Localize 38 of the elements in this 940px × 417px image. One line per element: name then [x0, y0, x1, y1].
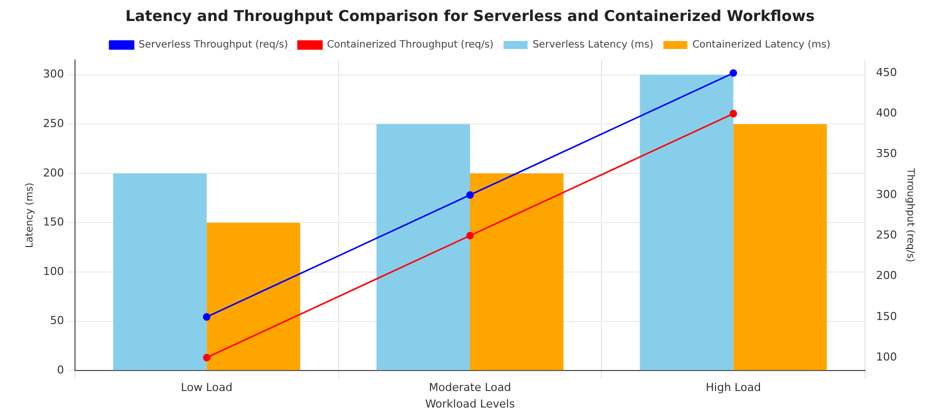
- y-tick-label: 0: [56, 363, 64, 376]
- y2-tick-label: 100: [876, 350, 898, 364]
- legend-label: Containerized Latency (ms): [692, 40, 830, 51]
- y2-tick-label: 450: [876, 66, 898, 79]
- y2-tick-label: 250: [876, 228, 898, 242]
- y2-axis-title: Throughput (req/s): [904, 167, 916, 262]
- point: [202, 354, 210, 362]
- legend-label: Serverless Throughput (req/s): [138, 40, 288, 51]
- x-tick-label: High Load: [706, 381, 761, 394]
- y-tick-label: 50: [50, 314, 64, 328]
- legend-label: Containerized Throughput (req/s): [326, 40, 494, 51]
- y-tick-label: 200: [42, 166, 64, 180]
- legend-label: Serverless Latency (ms): [532, 40, 654, 51]
- y-tick-label: 150: [42, 216, 64, 229]
- y2-tick-label: 150: [876, 310, 898, 323]
- y-tick-label: 300: [42, 68, 64, 81]
- chart-title: Latency and Throughput Comparison for Serverless and Containerized Workflows: [125, 6, 815, 25]
- point: [730, 69, 738, 77]
- bar: [376, 124, 470, 370]
- y-tick-label: 250: [42, 116, 64, 130]
- bar: [640, 74, 734, 370]
- y2-tick-label: 350: [876, 147, 898, 160]
- point: [730, 110, 738, 118]
- x-axis-title: Workload Levels: [425, 397, 516, 410]
- bar: [113, 173, 207, 370]
- y2-tick-label: 300: [876, 188, 898, 201]
- point: [466, 191, 474, 199]
- x-tick-label: Low Load: [180, 381, 232, 394]
- y2-tick-label: 200: [876, 269, 898, 282]
- point: [202, 313, 210, 321]
- bar: [470, 173, 564, 370]
- y-tick-label: 100: [42, 264, 64, 278]
- x-tick-label: Moderate Load: [428, 381, 512, 394]
- y-axis-title: Latency (ms): [24, 182, 36, 248]
- bar: [206, 222, 300, 370]
- y2-tick-label: 400: [876, 106, 898, 120]
- bar: [733, 124, 827, 370]
- point: [466, 232, 474, 240]
